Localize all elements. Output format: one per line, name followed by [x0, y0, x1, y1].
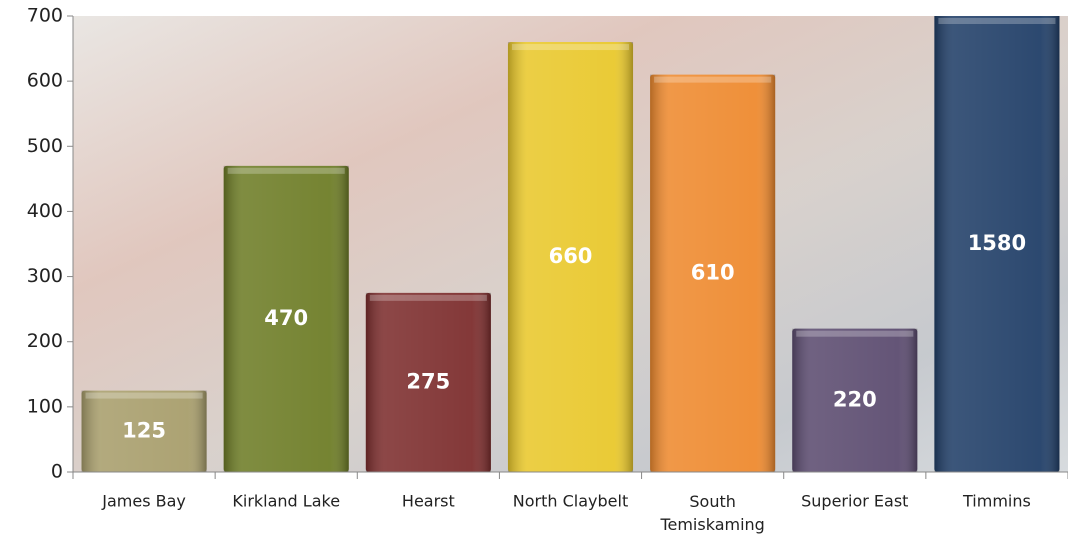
y-tick-label: 400 [27, 200, 63, 222]
y-tick-label: 700 [27, 5, 63, 27]
y-tick-label: 600 [27, 70, 63, 92]
bar-shine [792, 328, 918, 472]
value-label: 220 [833, 387, 877, 411]
value-label: 470 [264, 306, 308, 330]
y-tick-label: 300 [27, 265, 63, 287]
bar-shine [81, 390, 207, 472]
bar-shine [223, 165, 349, 472]
bar-cap [369, 294, 487, 301]
bar-cap [938, 18, 1056, 24]
bar-cap [85, 392, 203, 399]
x-tick-label: Kirkland Lake [232, 492, 340, 511]
y-tick-label: 100 [27, 395, 63, 417]
y-tick-label: 0 [51, 461, 63, 483]
bar-cap [796, 330, 914, 337]
bar-cap [511, 44, 630, 51]
bar-shine [934, 16, 1060, 472]
value-label: 125 [122, 418, 166, 442]
bar-cap [227, 167, 345, 174]
y-tick-label: 200 [27, 330, 63, 352]
value-label: 275 [406, 369, 450, 393]
x-tick-label: Timmins [962, 492, 1031, 511]
value-label: 660 [549, 244, 593, 268]
bars [81, 16, 1060, 472]
value-label: 610 [691, 260, 735, 284]
x-tick-label: Hearst [402, 492, 455, 511]
y-tick-label: 500 [27, 135, 63, 157]
bar-shine [507, 42, 634, 472]
x-tick-label: North Claybelt [513, 492, 628, 511]
x-tick-label: James Bay [101, 492, 186, 511]
bar-shine [650, 74, 776, 472]
value-label: 1580 [968, 231, 1026, 255]
bar-cap [654, 76, 772, 83]
x-tick-label: Superior East [801, 492, 908, 511]
x-tick-label: South Temiskaming [659, 492, 764, 534]
bar-shine [365, 292, 491, 472]
